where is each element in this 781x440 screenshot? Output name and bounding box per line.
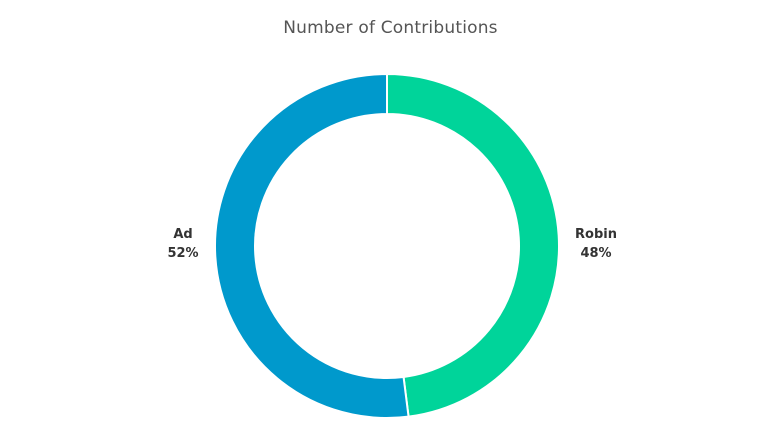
slice-percent-robin: 48% — [580, 246, 612, 261]
donut-slice-robin[interactable] — [386, 72, 561, 418]
donut-slice-ad[interactable] — [214, 72, 410, 419]
slice-label-robin: Robin 48% — [566, 225, 626, 263]
donut-slices — [214, 72, 561, 419]
slice-name-ad: Ad — [173, 227, 193, 242]
chart-title: Number of Contributions — [283, 18, 498, 38]
slice-label-ad: Ad 52% — [158, 225, 208, 263]
slice-percent-ad: 52% — [167, 246, 199, 261]
slice-name-robin: Robin — [575, 227, 617, 242]
